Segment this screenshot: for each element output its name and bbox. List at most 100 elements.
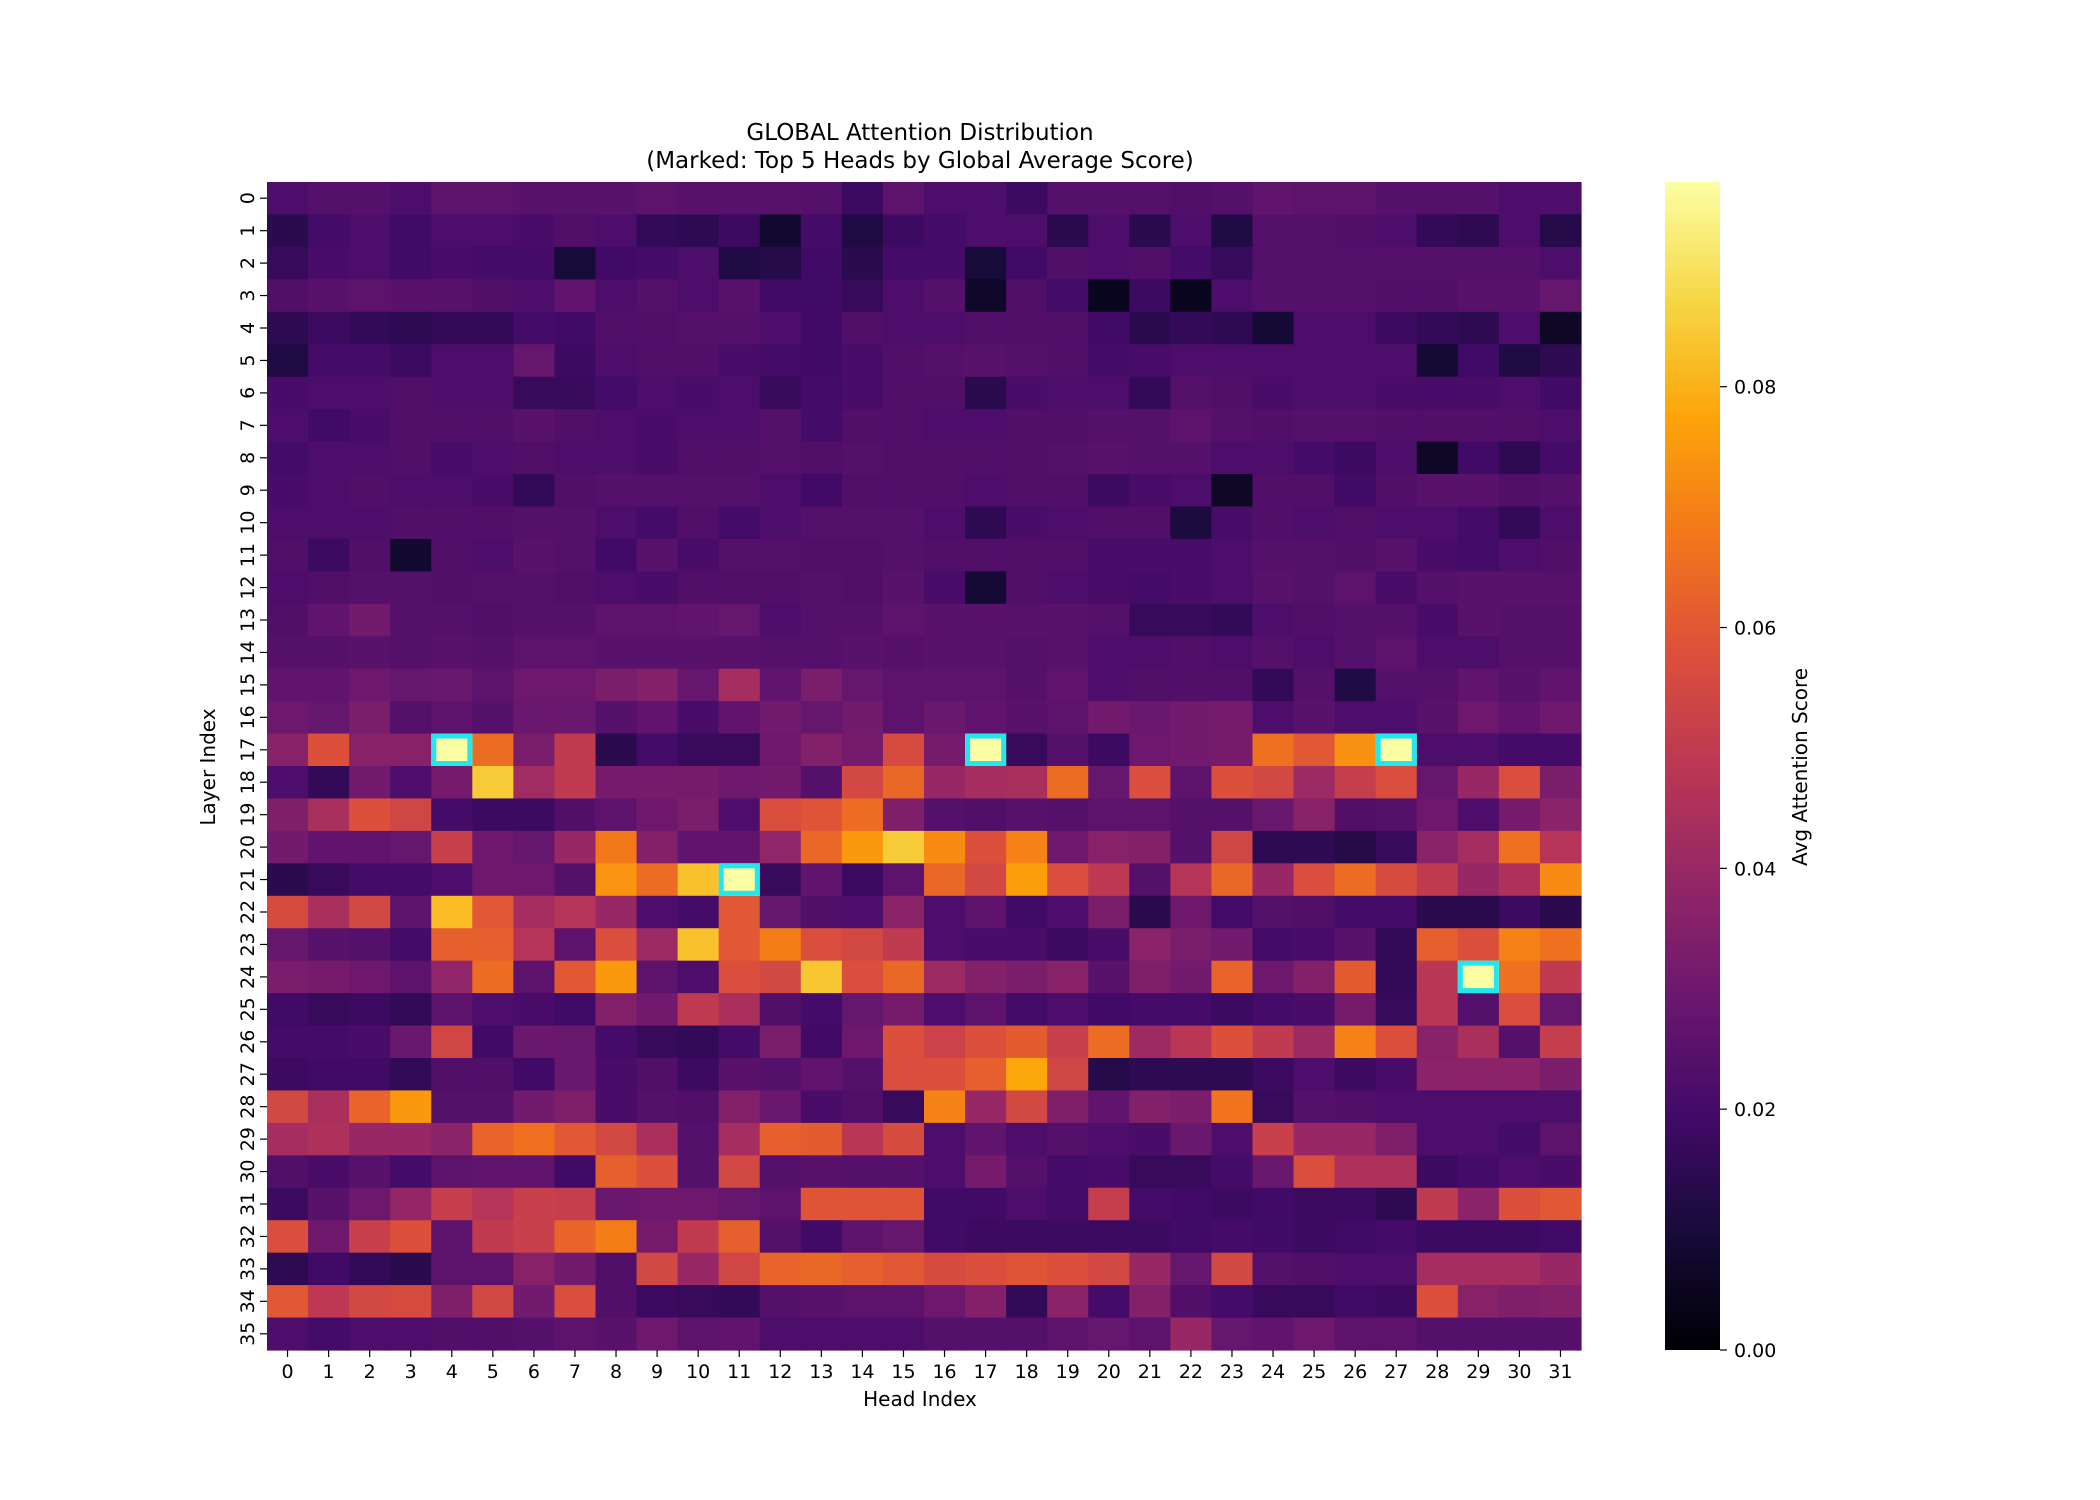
heatmap-cell-l10-h26	[1334, 506, 1377, 540]
heatmap-cell-l34-h2	[349, 1285, 391, 1319]
heatmap-cell-l28-h19	[1047, 1090, 1089, 1124]
y-tick-label-2: 2	[237, 257, 259, 269]
heatmap-cell-l3-h7	[554, 279, 597, 313]
heatmap-cell-l23-h17	[965, 928, 1007, 962]
heatmap-cell-l12-h7	[554, 571, 597, 605]
heatmap-cell-l31-h29	[1457, 1187, 1500, 1221]
heatmap-cell-l3-h4	[431, 279, 473, 313]
heatmap-cell-l15-h6	[513, 668, 556, 702]
heatmap-cell-l33-h18	[1006, 1252, 1048, 1286]
heatmap-cell-l18-h7	[554, 766, 597, 800]
heatmap-cell-l9-h23	[1211, 474, 1254, 508]
heatmap-cell-l13-h22	[1170, 603, 1213, 637]
colorbar-tick-label-1: 0.02	[1734, 1099, 1776, 1121]
heatmap-cell-l26-h9	[636, 1025, 679, 1059]
heatmap-cell-l11-h31	[1539, 538, 1582, 572]
heatmap-cell-l14-h23	[1211, 636, 1254, 670]
x-tick-label-13: 13	[809, 1361, 833, 1383]
heatmap-cell-l19-h21	[1129, 798, 1171, 832]
heatmap-cell-l32-h19	[1047, 1220, 1089, 1254]
heatmap-cell-l8-h14	[841, 441, 884, 475]
heatmap-cell-l28-h9	[636, 1090, 679, 1124]
heatmap-cell-l15-h24	[1252, 668, 1295, 702]
heatmap-cell-l7-h0	[267, 409, 309, 443]
heatmap-cell-l8-h27	[1375, 441, 1418, 475]
heatmap-cell-l0-h18	[1006, 182, 1048, 216]
heatmap-cell-l32-h28	[1416, 1220, 1459, 1254]
heatmap-cell-l19-h23	[1211, 798, 1254, 832]
heatmap-cell-l4-h28	[1416, 311, 1459, 345]
y-tick-label-27: 27	[237, 1062, 259, 1086]
heatmap-cell-l23-h16	[924, 928, 966, 962]
heatmap-cell-l18-h14	[841, 766, 884, 800]
heatmap-cell-l1-h22	[1170, 214, 1213, 248]
heatmap-cell-l21-h13	[800, 863, 843, 897]
heatmap-cell-l10-h10	[677, 506, 720, 540]
heatmap-cell-l33-h27	[1375, 1252, 1418, 1286]
heatmap-cell-l8-h4	[431, 441, 473, 475]
heatmap-cell-l3-h3	[390, 279, 432, 313]
heatmap-cell-l14-h5	[472, 636, 514, 670]
heatmap-cell-l3-h1	[308, 279, 350, 313]
heatmap-cell-l14-h7	[554, 636, 597, 670]
heatmap-cell-l16-h29	[1457, 701, 1500, 735]
colorbar-tick-label-0: 0.00	[1734, 1340, 1776, 1362]
heatmap-cell-l32-h7	[554, 1220, 597, 1254]
heatmap-cell-l30-h0	[267, 1155, 309, 1189]
y-tick-label-30: 30	[237, 1159, 259, 1183]
heatmap-cell-l34-h3	[390, 1285, 432, 1319]
heatmap-cell-l23-h13	[800, 928, 843, 962]
heatmap-cell-l29-h15	[882, 1122, 925, 1156]
heatmap-cell-l32-h23	[1211, 1220, 1254, 1254]
heatmap-cell-l2-h27	[1375, 246, 1418, 280]
heatmap-cell-l10-h5	[472, 506, 514, 540]
y-tick-label-20: 20	[237, 835, 259, 859]
heatmap-cell-l21-h23	[1211, 863, 1254, 897]
heatmap-cell-l18-h12	[759, 766, 802, 800]
heatmap-cell-l16-h28	[1416, 701, 1459, 735]
heatmap-cell-l6-h27	[1375, 376, 1418, 410]
heatmap-cell-l8-h8	[595, 441, 638, 475]
heatmap-cell-l11-h20	[1088, 538, 1130, 572]
heatmap-cell-l32-h30	[1498, 1220, 1541, 1254]
heatmap-cell-l35-h24	[1252, 1317, 1295, 1351]
heatmap-cell-l6-h1	[308, 376, 350, 410]
heatmap-cell-l1-h29	[1457, 214, 1500, 248]
heatmap-cell-l10-h25	[1293, 506, 1336, 540]
heatmap-cell-l6-h26	[1334, 376, 1377, 410]
heatmap-cell-l2-h9	[636, 246, 679, 280]
heatmap-cell-l19-h27	[1375, 798, 1418, 832]
heatmap-cell-l14-h30	[1498, 636, 1541, 670]
heatmap-cell-l20-h7	[554, 830, 597, 864]
heatmap-cell-l32-h13	[800, 1220, 843, 1254]
heatmap-cell-l29-h6	[513, 1122, 556, 1156]
heatmap-cell-l29-h11	[718, 1122, 761, 1156]
heatmap-cell-l7-h8	[595, 409, 638, 443]
heatmap-cell-l32-h22	[1170, 1220, 1213, 1254]
heatmap-cell-l25-h30	[1498, 993, 1541, 1027]
heatmap-cell-l19-h9	[636, 798, 679, 832]
x-tick-label-29: 29	[1466, 1361, 1490, 1383]
heatmap-cell-l8-h25	[1293, 441, 1336, 475]
heatmap-cell-l10-h29	[1457, 506, 1500, 540]
heatmap-cell-l35-h7	[554, 1317, 597, 1351]
heatmap-cell-l19-h24	[1252, 798, 1295, 832]
heatmap-cell-l29-h22	[1170, 1122, 1213, 1156]
heatmap-cell-l33-h2	[349, 1252, 391, 1286]
heatmap-cell-l9-h31	[1539, 474, 1582, 508]
heatmap-cell-l4-h6	[513, 311, 556, 345]
heatmap-cell-l25-h5	[472, 993, 514, 1027]
heatmap-cell-l3-h5	[472, 279, 514, 313]
heatmap-cell-l27-h25	[1293, 1058, 1336, 1092]
heatmap-cell-l19-h10	[677, 798, 720, 832]
y-tick-label-16: 16	[237, 705, 259, 729]
heatmap-cell-l1-h28	[1416, 214, 1459, 248]
heatmap-cell-l15-h1	[308, 668, 350, 702]
heatmap-cell-l30-h21	[1129, 1155, 1171, 1189]
heatmap-cell-l20-h1	[308, 830, 350, 864]
heatmap-cell-l21-h0	[267, 863, 309, 897]
heatmap-cell-l22-h19	[1047, 895, 1089, 929]
heatmap-cell-l27-h13	[800, 1058, 843, 1092]
heatmap-cell-l3-h15	[882, 279, 925, 313]
heatmap-cell-l18-h9	[636, 766, 679, 800]
